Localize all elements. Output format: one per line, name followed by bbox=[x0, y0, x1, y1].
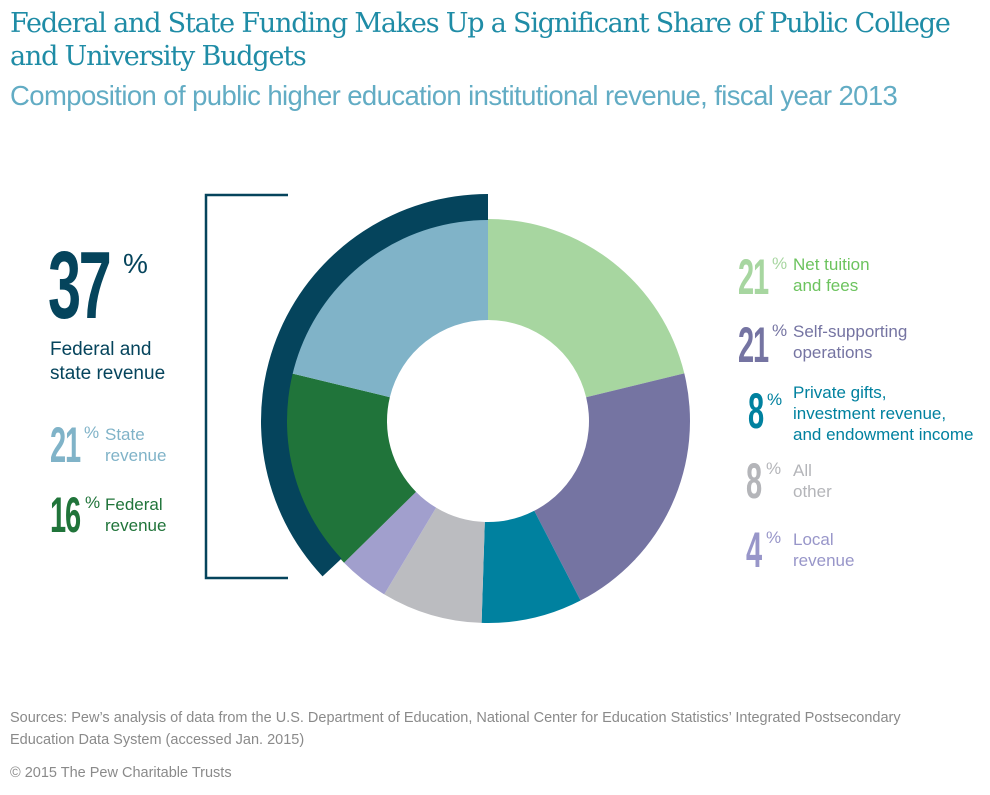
state-label-line2: revenue bbox=[105, 446, 167, 465]
federal-pct: % bbox=[85, 493, 101, 512]
copyright: © 2015 The Pew Charitable Trusts bbox=[10, 765, 232, 781]
slice-private-gifts-investment-revenue-and-endowment-income bbox=[481, 510, 581, 623]
group-bracket bbox=[204, 193, 288, 580]
group-total-label-line1: Federal and bbox=[50, 339, 152, 360]
local-label-line2: revenue bbox=[793, 551, 855, 570]
private-gifts-label-line2: investment revenue, bbox=[793, 404, 947, 423]
self-supporting-pct: % bbox=[772, 321, 788, 340]
federal-state-group-arc bbox=[260, 193, 488, 577]
state-pct: % bbox=[84, 423, 100, 442]
local-value: 4 bbox=[746, 522, 763, 578]
local-label-line1: Local bbox=[793, 530, 834, 549]
tuition-label-line2: and fees bbox=[793, 276, 859, 295]
sources-note-line1: Sources: Pew’s analysis of data from the… bbox=[10, 710, 901, 726]
all-other-label-line1: All bbox=[793, 461, 812, 480]
all-other-value: 8 bbox=[746, 453, 763, 509]
slice-local-revenue bbox=[344, 491, 437, 595]
group-total-label-line2: state revenue bbox=[50, 363, 166, 384]
private-gifts-label-line1: Private gifts, bbox=[793, 383, 887, 402]
private-gifts-value: 8 bbox=[748, 383, 765, 439]
all-other-pct: % bbox=[766, 459, 782, 478]
self-supporting-label-line1: Self-supporting bbox=[793, 322, 908, 341]
slice-all-other bbox=[384, 507, 485, 623]
state-value: 21 bbox=[50, 417, 81, 473]
tuition-pct: % bbox=[772, 254, 788, 273]
self-supporting-value: 21 bbox=[738, 317, 769, 373]
slice-self-supporting-operations bbox=[534, 373, 690, 601]
private-gifts-pct: % bbox=[767, 390, 783, 409]
private-gifts-label-line3: and endowment income bbox=[793, 425, 974, 444]
self-supporting-label-line2: operations bbox=[793, 343, 873, 362]
slice-federal-revenue bbox=[286, 373, 417, 563]
all-other-label-line2: other bbox=[793, 482, 832, 501]
group-total-pct: % bbox=[123, 248, 148, 279]
federal-label-line1: Federal bbox=[105, 495, 163, 514]
chart-title: Federal and State Funding Makes Up a Sig… bbox=[10, 8, 951, 72]
state-label-line1: State bbox=[105, 425, 145, 444]
slice-net-tuition-and-fees bbox=[488, 219, 685, 398]
chart-subtitle: Composition of public higher education i… bbox=[10, 80, 898, 111]
group-total-value: 37 bbox=[48, 232, 112, 339]
local-pct: % bbox=[766, 528, 782, 547]
federal-label-line2: revenue bbox=[105, 516, 167, 535]
tuition-label-line1: Net tuition bbox=[793, 255, 870, 274]
sources-note-line2: Education Data System (accessed Jan. 201… bbox=[10, 732, 305, 748]
donut-slices bbox=[286, 219, 690, 623]
slice-state-revenue bbox=[291, 219, 488, 398]
federal-value: 16 bbox=[50, 487, 81, 543]
tuition-value: 21 bbox=[738, 249, 769, 305]
